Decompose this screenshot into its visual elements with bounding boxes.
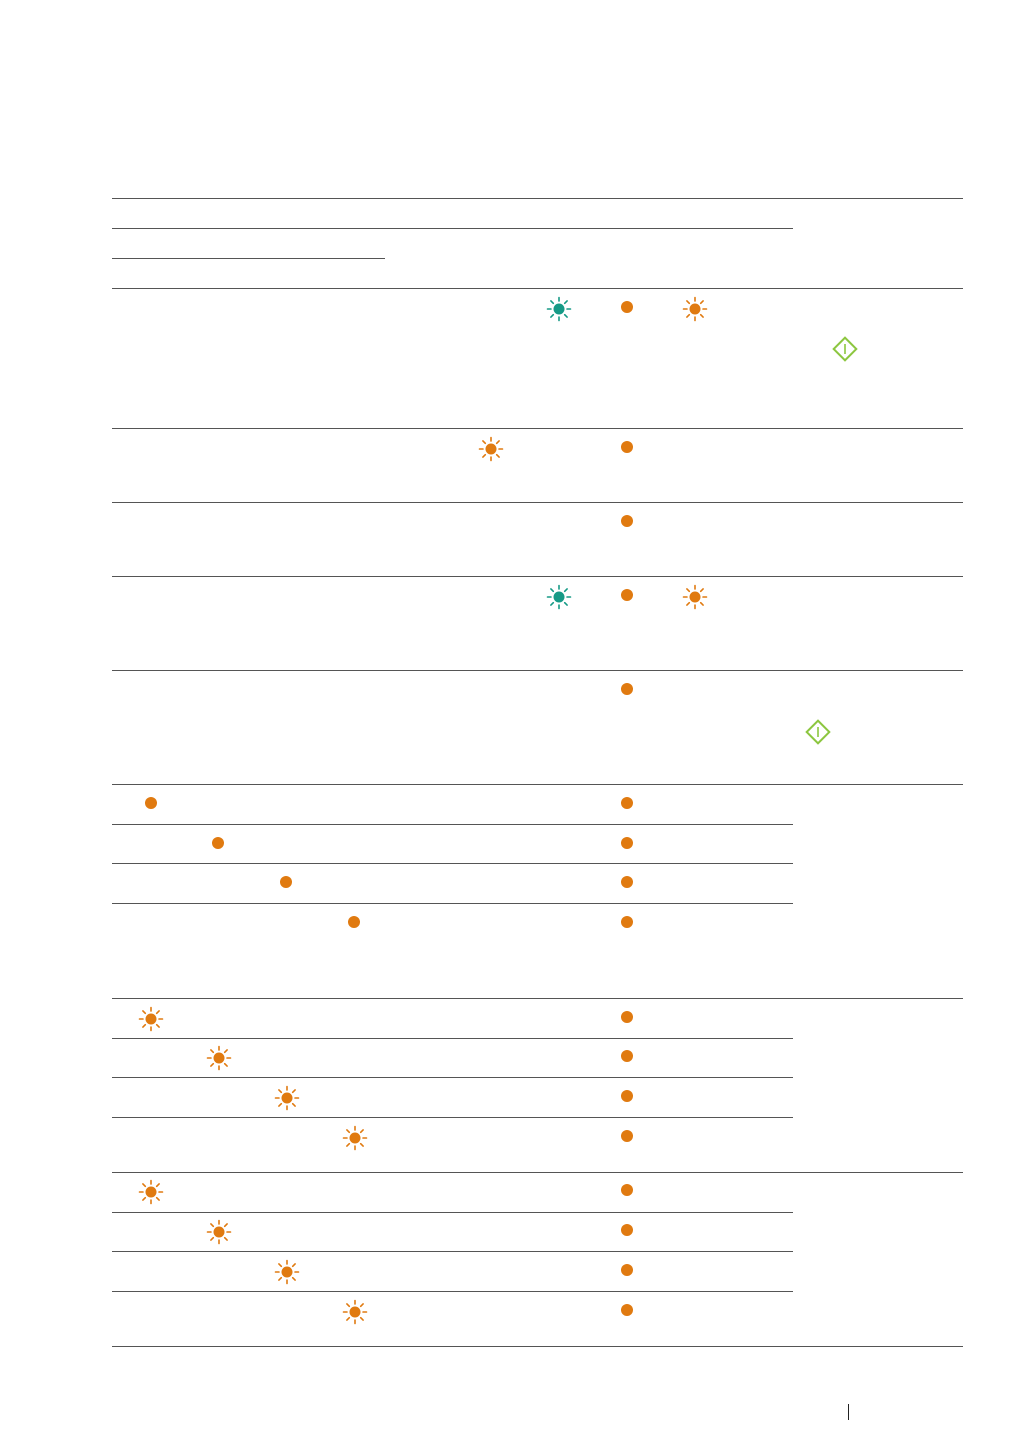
amber-blinking-led-icon [682,584,708,610]
sub-row-rule [112,1212,793,1213]
amber-blinking-led-icon [274,1085,300,1111]
amber-solid-led-icon [621,515,633,527]
row-rule [112,428,963,429]
sub-row-rule [112,824,793,825]
amber-solid-led-icon [621,1184,633,1196]
amber-solid-led-icon [621,797,633,809]
start-button-icon [805,719,831,745]
row-rule [112,784,963,785]
amber-solid-led-icon [621,1011,633,1023]
amber-blinking-led-icon [342,1299,368,1325]
amber-blinking-led-icon [138,1006,164,1032]
amber-blinking-led-icon [206,1045,232,1071]
amber-solid-led-icon [621,1130,633,1142]
amber-solid-led-icon [621,837,633,849]
teal-blinking-led-icon [546,296,572,322]
sub-row-rule [112,903,793,904]
amber-solid-led-icon [145,797,157,809]
row-rule [112,1172,963,1173]
amber-solid-led-icon [621,1090,633,1102]
amber-solid-led-icon [621,1264,633,1276]
amber-solid-led-icon [621,916,633,928]
amber-solid-led-icon [212,837,224,849]
amber-blinking-led-icon [138,1179,164,1205]
header-rule-2 [112,228,793,229]
sub-row-rule [112,1077,793,1078]
amber-solid-led-icon [621,1224,633,1236]
amber-solid-led-icon [621,589,633,601]
table-bottom-rule [112,1346,963,1347]
amber-blinking-led-icon [682,296,708,322]
amber-solid-led-icon [348,916,360,928]
amber-solid-led-icon [621,876,633,888]
row-rule [112,576,963,577]
start-button-icon [832,336,858,362]
row-rule [112,670,963,671]
header-rule-3 [112,258,385,259]
amber-solid-led-icon [621,441,633,453]
amber-blinking-led-icon [274,1259,300,1285]
sub-row-rule [112,1251,793,1252]
amber-blinking-led-icon [342,1125,368,1151]
row-rule [112,502,963,503]
teal-blinking-led-icon [546,584,572,610]
amber-solid-led-icon [621,301,633,313]
sub-row-rule [112,1291,793,1292]
amber-solid-led-icon [621,1304,633,1316]
amber-solid-led-icon [280,876,292,888]
amber-blinking-led-icon [478,436,504,462]
sub-row-rule [112,863,793,864]
amber-blinking-led-icon [206,1219,232,1245]
amber-solid-led-icon [621,683,633,695]
table-top-rule [112,198,963,199]
sub-row-rule [112,1117,793,1118]
sub-row-rule [112,1038,793,1039]
footer-separator [848,1404,849,1420]
header-bottom-rule [112,288,963,289]
row-rule [112,998,963,999]
amber-solid-led-icon [621,1050,633,1062]
